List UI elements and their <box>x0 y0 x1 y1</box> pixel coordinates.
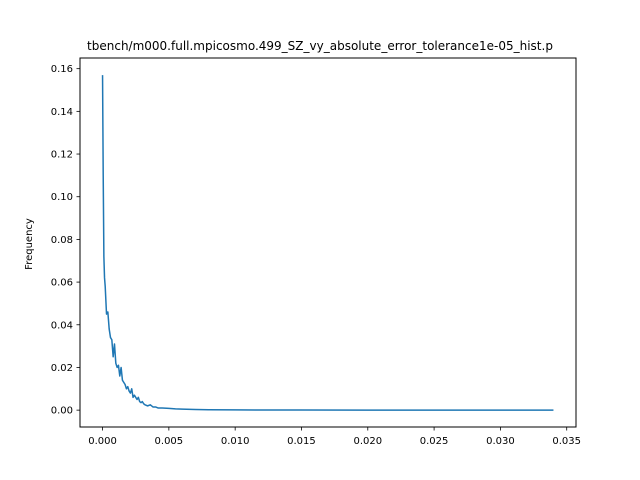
y-tick-label: 0.16 <box>51 64 73 75</box>
y-tick-label: 0.10 <box>51 192 73 203</box>
series-line-0 <box>101 75 554 411</box>
chart-title: tbench/m000.full.mpicosmo.499_SZ_vy_abso… <box>87 39 553 53</box>
y-tick-label: 0.02 <box>51 363 73 374</box>
y-tick-label: 0.12 <box>51 150 73 161</box>
x-axis-ticks: 0.000 0.005 0.010 0.015 0.020 0.025 0.030 0.035 <box>88 427 581 447</box>
y-tick-label: 0.08 <box>51 235 73 246</box>
y-axis-ticks: 0.00 0.02 0.04 0.06 0.08 0.10 0.12 0.14 0.16 <box>51 64 80 417</box>
y-tick-label: 0.04 <box>51 320 73 331</box>
x-tick-label: 0.005 <box>155 436 184 447</box>
y-tick-label: 0.14 <box>51 107 73 118</box>
y-tick-label: 0.00 <box>51 406 73 417</box>
x-tick-label: 0.030 <box>486 436 515 447</box>
plot-area <box>101 75 554 411</box>
x-tick-label: 0.010 <box>221 436 250 447</box>
y-tick-label: 0.06 <box>51 278 73 289</box>
x-tick-label: 0.025 <box>420 436 449 447</box>
x-tick-label: 0.015 <box>287 436 316 447</box>
axes-frame <box>79 57 577 428</box>
x-tick-label: 0.035 <box>552 436 581 447</box>
x-tick-label: 0.020 <box>353 436 382 447</box>
y-axis-label: Frequency <box>24 218 35 270</box>
x-tick-label: 0.000 <box>88 436 117 447</box>
